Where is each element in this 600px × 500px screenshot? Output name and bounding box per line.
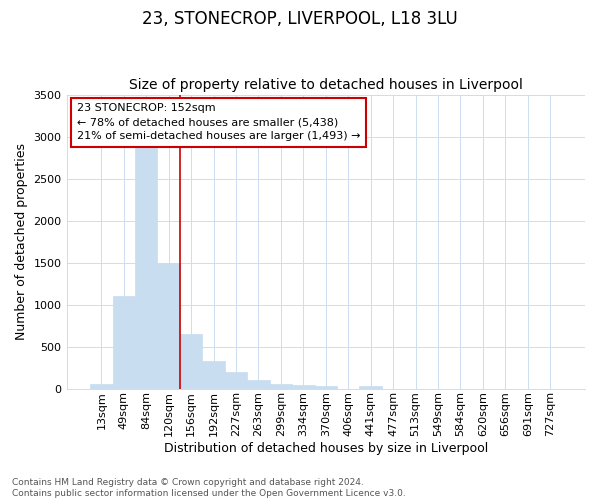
Bar — [113, 296, 135, 388]
Bar — [157, 262, 180, 388]
Text: Contains HM Land Registry data © Crown copyright and database right 2024.
Contai: Contains HM Land Registry data © Crown c… — [12, 478, 406, 498]
Text: 23, STONECROP, LIVERPOOL, L18 3LU: 23, STONECROP, LIVERPOOL, L18 3LU — [142, 10, 458, 28]
Title: Size of property relative to detached houses in Liverpool: Size of property relative to detached ho… — [129, 78, 523, 92]
Bar — [292, 385, 314, 388]
Text: 23 STONECROP: 152sqm
← 78% of detached houses are smaller (5,438)
21% of semi-de: 23 STONECROP: 152sqm ← 78% of detached h… — [77, 104, 361, 142]
X-axis label: Distribution of detached houses by size in Liverpool: Distribution of detached houses by size … — [164, 442, 488, 455]
Bar — [90, 384, 113, 388]
Bar — [359, 386, 382, 388]
Bar — [225, 372, 247, 388]
Y-axis label: Number of detached properties: Number of detached properties — [15, 143, 28, 340]
Bar — [180, 334, 202, 388]
Bar — [314, 386, 337, 388]
Bar — [247, 380, 269, 388]
Bar — [202, 361, 225, 388]
Bar — [269, 384, 292, 388]
Bar — [135, 141, 157, 388]
